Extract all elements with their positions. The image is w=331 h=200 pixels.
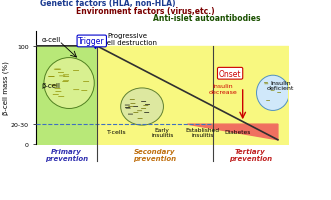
Text: Trigger: Trigger	[78, 37, 105, 46]
Text: Onset: Onset	[219, 69, 241, 78]
Ellipse shape	[257, 76, 289, 111]
Ellipse shape	[44, 58, 94, 109]
Text: Insulin
decrease: Insulin decrease	[208, 84, 237, 94]
Text: Tertiary
prevention: Tertiary prevention	[229, 148, 272, 162]
Text: α-cell: α-cell	[41, 37, 61, 43]
Y-axis label: β-cell mass (%): β-cell mass (%)	[3, 61, 9, 115]
Text: T-cells: T-cells	[107, 130, 127, 135]
Text: Diabetes: Diabetes	[224, 130, 251, 135]
Text: Anti-islet autoantibodies: Anti-islet autoantibodies	[153, 14, 260, 23]
Text: Progressive
β-cell destruction: Progressive β-cell destruction	[96, 33, 158, 46]
Polygon shape	[187, 125, 278, 140]
Text: Genetic factors (HLA, non-HLA): Genetic factors (HLA, non-HLA)	[40, 0, 175, 8]
Text: β-cell: β-cell	[41, 83, 61, 89]
Text: Established
insulitis: Established insulitis	[185, 127, 219, 138]
Text: Primary
prevention: Primary prevention	[45, 148, 88, 162]
Ellipse shape	[121, 88, 164, 125]
Text: Early
insulitis: Early insulitis	[151, 127, 173, 138]
Text: Insulin
deficient: Insulin deficient	[267, 80, 294, 91]
Text: Environment factors (virus,etc.): Environment factors (virus,etc.)	[76, 7, 215, 15]
Text: Secondary
prevention: Secondary prevention	[133, 148, 176, 162]
